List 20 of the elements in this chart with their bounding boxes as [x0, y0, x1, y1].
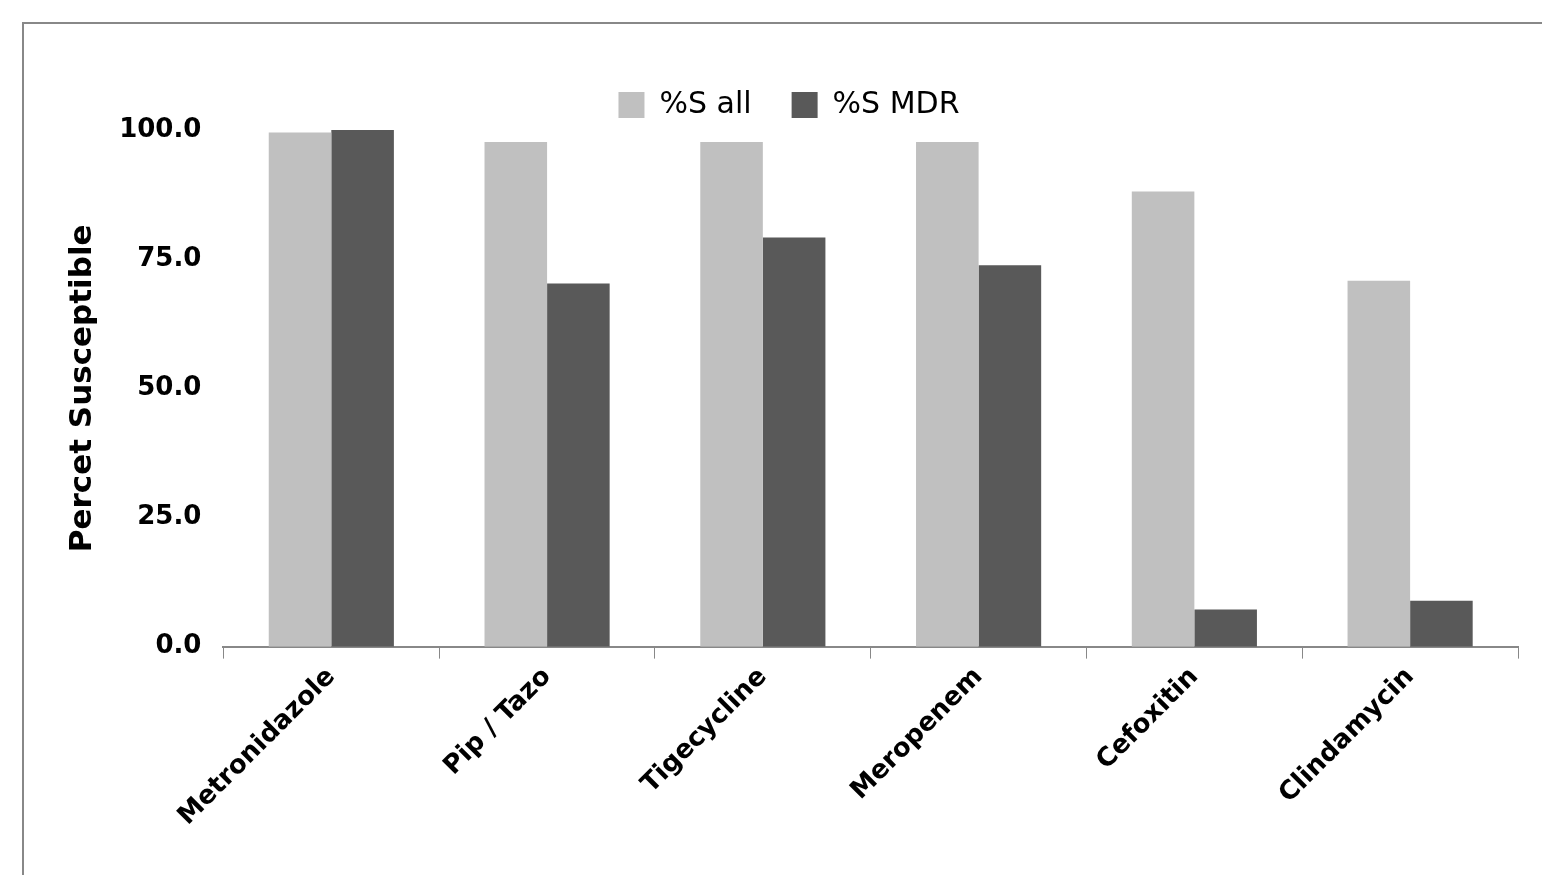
y-tick-label: 0.0 — [155, 629, 202, 660]
y-tick-label: 50.0 — [137, 371, 202, 402]
bar — [268, 132, 332, 647]
bar — [331, 130, 394, 647]
y-tick-label: 100.0 — [119, 112, 202, 143]
y-axis-title: Percet Susceptible — [61, 224, 98, 553]
bar — [916, 141, 979, 647]
legend-label: %S MDR — [832, 84, 960, 120]
bar — [1347, 280, 1411, 647]
bar — [762, 237, 826, 647]
y-tick-label: 75.0 — [137, 241, 202, 272]
bar — [978, 265, 1042, 647]
bar — [1410, 600, 1473, 647]
bar — [1194, 609, 1257, 647]
bar — [700, 141, 763, 647]
bar — [547, 283, 610, 647]
bar — [484, 141, 548, 647]
legend-label: %S all — [659, 84, 752, 120]
bar — [1131, 191, 1195, 647]
y-tick-label: 25.0 — [137, 500, 202, 531]
